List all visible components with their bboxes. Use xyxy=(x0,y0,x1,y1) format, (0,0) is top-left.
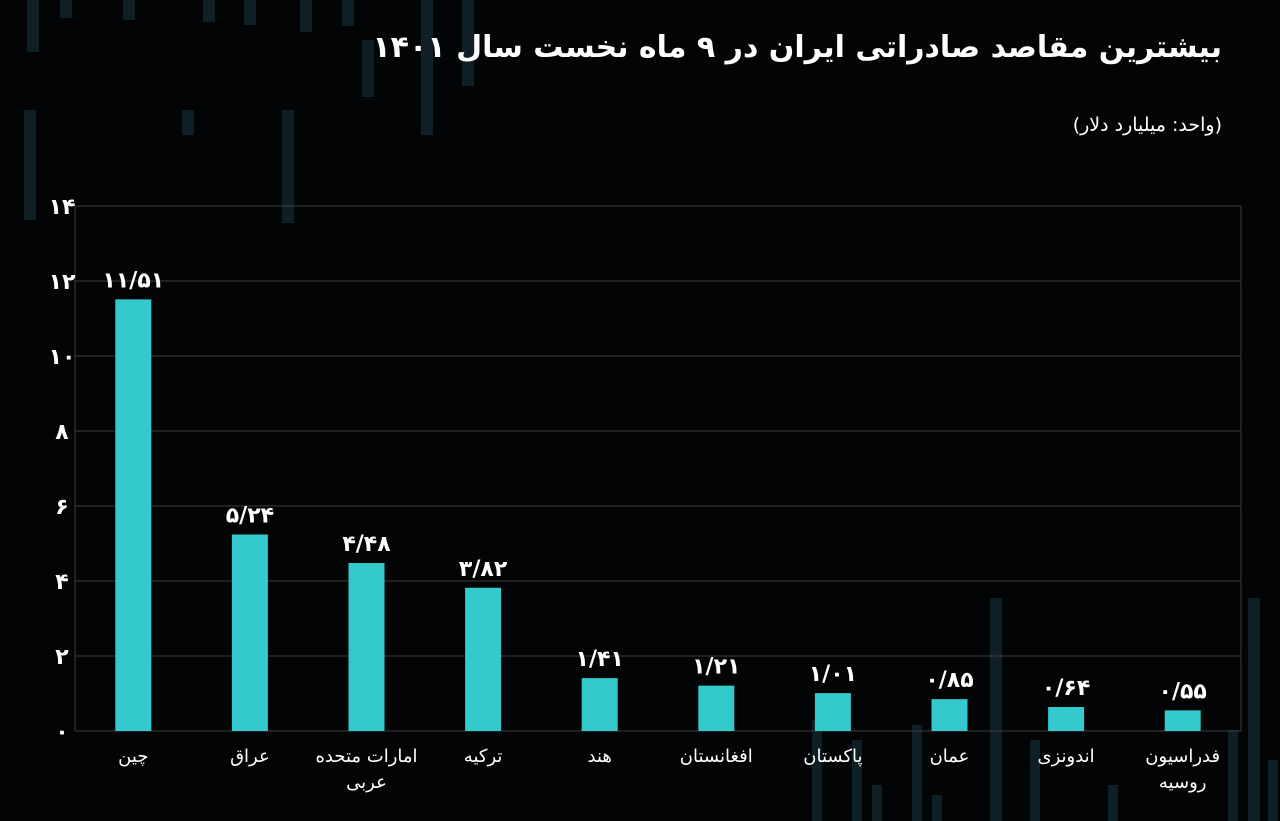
data-label: ۱/۴۱ xyxy=(576,647,624,672)
x-tick-label: پاکستان xyxy=(803,746,862,767)
x-tick-label: روسیه xyxy=(1159,772,1207,793)
y-tick-label: ۲ xyxy=(55,645,69,670)
value-labels: ۱۱/۵۱ ۵/۲۴ ۴/۴۸ ۳/۸۲ ۱/۴۱ ۱/۲۱ ۱/۰۱ ۰/۸۵ ۰/۶۴ ۰/۵… xyxy=(102,268,1206,704)
bar xyxy=(1164,710,1201,731)
y-tick-label: ۰ xyxy=(55,720,68,745)
data-label: ۵/۲۴ xyxy=(226,504,274,529)
y-tick-label: ۸ xyxy=(55,420,69,445)
x-tick-label: عراق xyxy=(230,746,270,767)
x-tick-label: هند xyxy=(588,746,612,767)
data-label: ۴/۴۸ xyxy=(342,532,391,557)
x-tick-label: افغانستان xyxy=(680,746,753,767)
x-tick-label: فدراسیون xyxy=(1145,746,1220,767)
y-tick-label: ۴ xyxy=(55,570,68,595)
y-tick-label: ۱۰ xyxy=(49,345,76,370)
x-tick-label: عربی xyxy=(346,772,387,793)
data-label: ۳/۸۲ xyxy=(459,557,508,582)
x-tick-label: ترکیه xyxy=(464,746,503,767)
x-tick-label: چین xyxy=(118,746,148,767)
unit-label: (واحد: میلیارد دلار) xyxy=(1072,114,1222,136)
data-label: ۱۱/۵۱ xyxy=(102,268,164,293)
data-label: ۰/۶۴ xyxy=(1042,676,1090,701)
x-tick-label: امارات متحده xyxy=(315,746,417,767)
bar xyxy=(931,699,968,731)
bar xyxy=(115,299,152,731)
gridlines xyxy=(74,205,1242,732)
data-label: ۰/۵۵ xyxy=(1159,679,1207,704)
bar xyxy=(814,693,851,731)
bar xyxy=(1048,707,1085,731)
data-label: ۱/۰۱ xyxy=(809,662,857,687)
data-label: ۱/۲۱ xyxy=(692,655,740,680)
x-tick-label: عمان xyxy=(930,746,970,767)
y-axis: ۰ ۲ ۴ ۶ ۸ ۱۰ ۱۲ ۱۴ xyxy=(49,195,76,745)
y-tick-label: ۱۲ xyxy=(49,270,76,295)
data-label: ۰/۸۵ xyxy=(925,668,973,693)
bar xyxy=(231,534,268,731)
y-tick-label: ۶ xyxy=(55,495,68,520)
bars xyxy=(115,299,1201,731)
bar xyxy=(348,563,385,731)
x-axis: چین عراق امارات متحده عربی ترکیه هند افغانستان… xyxy=(118,746,1220,793)
bar xyxy=(581,678,618,731)
chart-title: بیشترین مقاصد صادراتی ایران در ۹ ماه نخس… xyxy=(372,30,1222,65)
bar xyxy=(698,685,735,731)
x-tick-label: اندونزی xyxy=(1038,746,1095,767)
bar xyxy=(465,587,502,731)
y-tick-label: ۱۴ xyxy=(49,195,76,220)
